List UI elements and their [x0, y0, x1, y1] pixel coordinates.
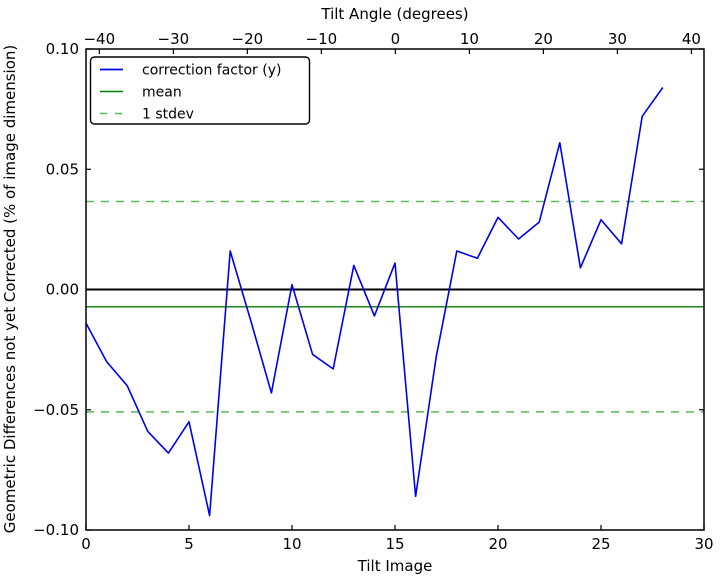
plot-border [85, 48, 705, 531]
legend: correction factor (y) mean 1 stdev [89, 56, 311, 125]
top-tick-label: 40 [682, 30, 701, 48]
x-tick-label: 0 [81, 535, 91, 553]
top-tick-label: 0 [391, 30, 401, 48]
legend-label-stdev: 1 stdev [142, 107, 194, 123]
axis-ticks: 0 5 10 15 20 25 30 0.10 0.05 0.00 −0.05 −0.10 −40 −30… [33, 30, 714, 553]
top-tick-label: 30 [608, 30, 627, 48]
top-tick-label: 20 [534, 30, 553, 48]
legend-label-correction-factor: correction factor (y) [142, 63, 281, 79]
y-tick-label: 0.00 [46, 281, 79, 299]
legend-box [89, 56, 311, 125]
x-tick-label: 5 [184, 535, 194, 553]
y-tick-label: −0.10 [33, 521, 79, 539]
x-axis-label: Tilt Image [357, 557, 433, 575]
y-tick-label: 0.10 [46, 40, 79, 58]
correction-factor-line [85, 87, 664, 517]
top-tick-label: −40 [83, 30, 115, 48]
legend-label-mean: mean [142, 85, 182, 101]
x-tick-label: 15 [385, 535, 404, 553]
top-tick-label: −10 [306, 30, 338, 48]
top-tick-label: −30 [158, 30, 190, 48]
x-tick-label: 20 [488, 535, 507, 553]
y-axis-label: Geometric Differences not yet Corrected … [1, 45, 19, 534]
y-tick-label: 0.05 [46, 160, 79, 178]
y-tick-label: −0.05 [33, 401, 79, 419]
data-lines [85, 87, 704, 517]
x-tick-label: 10 [282, 535, 301, 553]
top-tick-label: −20 [232, 30, 264, 48]
top-axis-title: Tilt Angle (degrees) [320, 5, 468, 23]
x-tick-label: 25 [591, 535, 610, 553]
top-tick-label: 10 [460, 30, 479, 48]
x-tick-label: 30 [694, 535, 713, 553]
